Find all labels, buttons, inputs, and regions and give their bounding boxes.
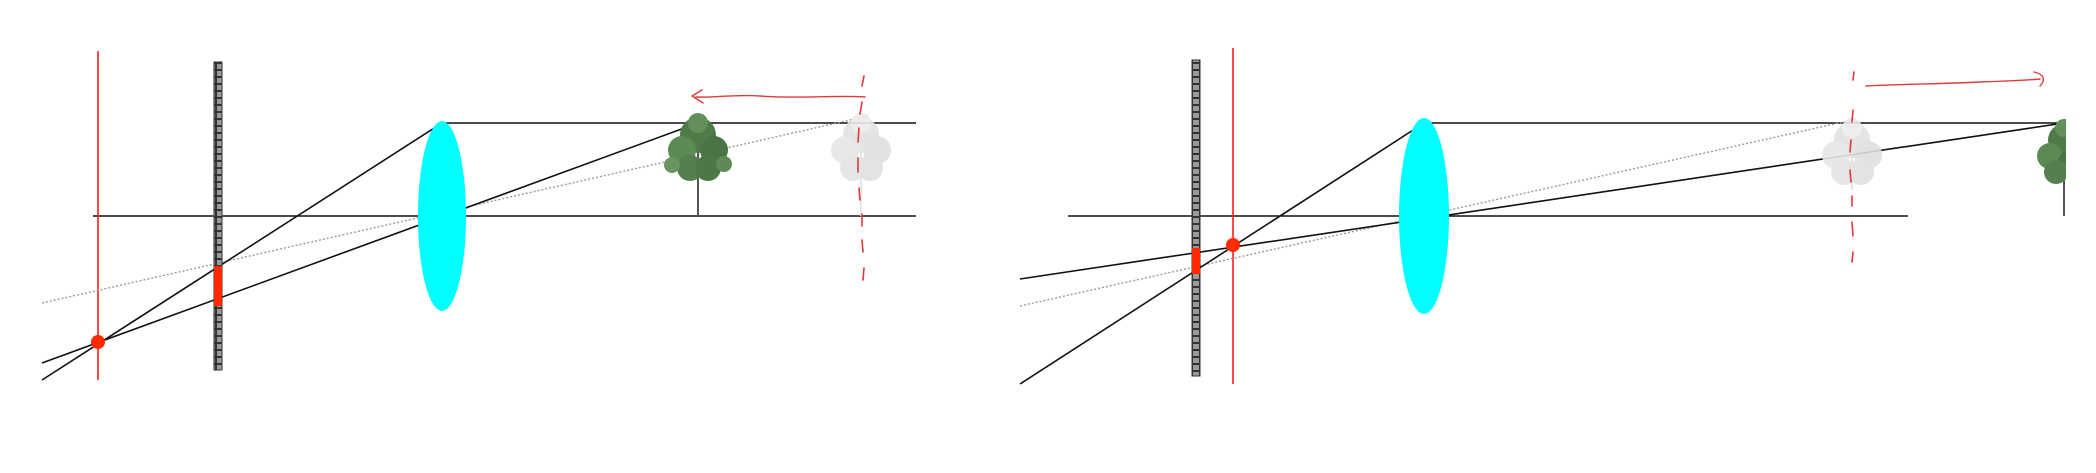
tree-ghost — [1822, 118, 1882, 190]
image-bar — [1192, 248, 1200, 274]
lens — [1399, 118, 1449, 314]
focus-point — [91, 335, 105, 349]
annotation-arrow-line — [1865, 78, 2041, 87]
dotted-ray — [41, 115, 869, 304]
tree-real — [664, 113, 732, 216]
lens — [418, 121, 466, 311]
left-panel — [41, 51, 916, 381]
image-bar — [214, 266, 222, 306]
annotation-dashed-line — [1849, 71, 1855, 263]
tree-ghost — [831, 113, 891, 216]
ray-through-lens-center — [41, 122, 699, 364]
ray-through-lens-top — [41, 122, 443, 381]
annotation-dashed-line — [857, 75, 865, 281]
ray-through-lens-center — [1019, 122, 2065, 280]
annotation-arrow-head — [691, 89, 704, 104]
annotation-arrow-head — [2033, 71, 2045, 87]
ray-through-lens-top — [1019, 122, 1425, 385]
sensor-strip — [1191, 59, 1201, 377]
focus-point — [1226, 238, 1240, 252]
panel-edge-mask — [2066, 100, 2096, 230]
sensor-strip — [213, 61, 223, 371]
right-panel — [1019, 48, 2096, 385]
annotation-arrow-line — [695, 94, 866, 98]
